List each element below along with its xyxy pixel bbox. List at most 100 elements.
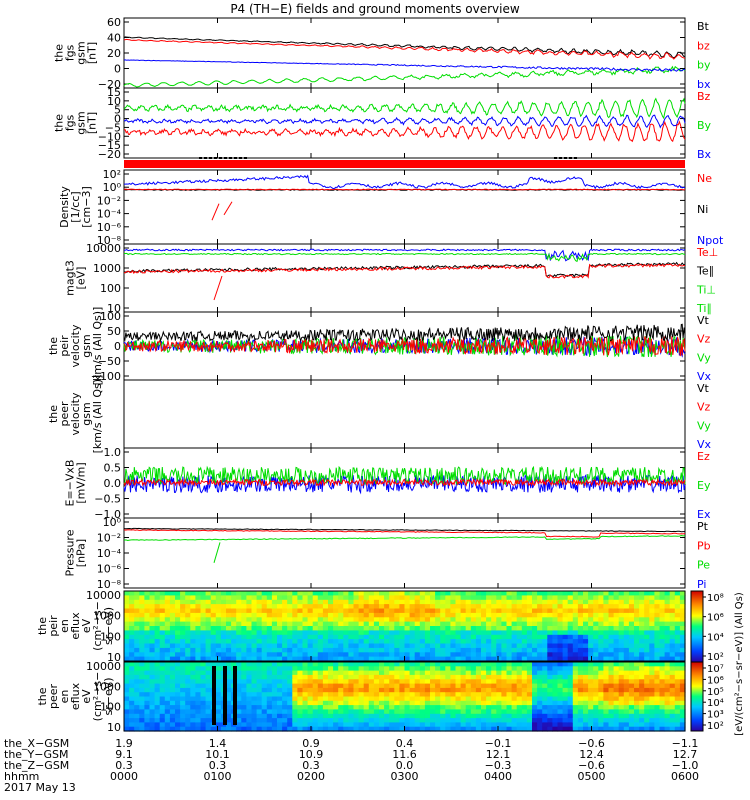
- p10-cell: [312, 652, 319, 658]
- p11-cell: [317, 713, 324, 719]
- p11-cell: [521, 709, 528, 715]
- p10-cell: [164, 630, 171, 636]
- p10-cell: [333, 656, 339, 662]
- p11-cell: [394, 705, 400, 710]
- p11-cell: [373, 709, 380, 715]
- p10-cell: [649, 647, 655, 653]
- p11-cell: [190, 722, 196, 728]
- footer-row: the_X−GSM 1.9 1.4 0.9 0.4 −0.1 −0.6 −1.1: [4, 738, 744, 749]
- p11-cell: [129, 722, 135, 728]
- p10-cell: [511, 599, 518, 605]
- p11-cell: [353, 722, 360, 728]
- p10-cell: [654, 591, 661, 596]
- p10-cell: [353, 612, 360, 618]
- p10-cell: [348, 595, 355, 601]
- p10-cell: [440, 647, 446, 653]
- p11-cell: [618, 726, 625, 732]
- p10-cell: [430, 604, 436, 610]
- p10-cell: [532, 643, 538, 649]
- p11-cell: [297, 666, 304, 672]
- p11-cell: [603, 726, 610, 732]
- p11-cell: [149, 666, 156, 672]
- p11-cell: [251, 679, 258, 685]
- p11-cell: [338, 662, 344, 667]
- p11-cell: [593, 722, 599, 728]
- p11-cell: [236, 713, 242, 719]
- p11-cell: [506, 679, 513, 685]
- flag-tick: [199, 157, 202, 159]
- p10-cell: [486, 621, 492, 627]
- p11-cell: [674, 666, 681, 672]
- p10-cell: [200, 656, 207, 662]
- p11-cell: [322, 696, 329, 702]
- p10-cell: [577, 652, 584, 658]
- p8-ytick-label: −1.0: [94, 508, 121, 521]
- p10-cell: [277, 604, 283, 610]
- p11-cell: [205, 670, 212, 676]
- p11-cell: [251, 687, 258, 693]
- p10-cell: [644, 630, 650, 636]
- p10-cell: [215, 621, 222, 627]
- p11-cell: [124, 718, 130, 723]
- p11-ylabel-line: the: [36, 687, 49, 705]
- p11-cell: [190, 700, 196, 706]
- p10-cell: [389, 599, 395, 605]
- p10-cell: [608, 608, 615, 614]
- p11-cell: [475, 662, 482, 667]
- p11-cell: [175, 722, 181, 728]
- p10-cell: [450, 599, 457, 605]
- p11-cell: [159, 718, 166, 723]
- p10-ylabel-line: eV: [80, 618, 93, 633]
- p11-cell: [679, 662, 686, 667]
- p11-cell: [521, 666, 528, 672]
- p11-cell: [246, 692, 253, 698]
- p10-cell: [159, 595, 166, 601]
- p10-cell: [435, 604, 441, 610]
- p10-cell: [246, 608, 253, 614]
- p11-cell: [358, 726, 365, 732]
- p11-cell: [639, 700, 645, 706]
- p11-cell: [567, 666, 574, 672]
- p11-cell: [679, 692, 686, 698]
- p10-cell: [149, 647, 156, 653]
- p10-cell: [450, 608, 457, 614]
- p10-cell: [129, 634, 135, 640]
- p11-cell: [384, 700, 390, 706]
- p11-cell: [159, 662, 166, 667]
- p10-cell: [154, 630, 161, 636]
- p10-cell: [261, 647, 268, 653]
- p11-cell: [277, 700, 283, 706]
- p10-cell: [180, 608, 186, 614]
- p10-cell: [572, 656, 579, 662]
- p10-cell: [639, 604, 645, 610]
- p11-cell: [266, 674, 273, 680]
- p11-cell: [302, 718, 309, 723]
- p10-cell: [287, 591, 293, 596]
- p11-cell: [164, 679, 171, 685]
- p10-cell: [532, 621, 538, 627]
- p11-cell: [236, 709, 242, 715]
- p11-cell: [185, 726, 191, 732]
- p11-cell: [552, 670, 559, 676]
- p10-cell: [384, 612, 390, 618]
- p11-cell: [409, 722, 416, 728]
- p4-ytick-label: 10⁻⁶: [97, 221, 122, 234]
- p11-cell: [475, 683, 482, 689]
- p11-cell: [588, 713, 594, 719]
- p5-ytick-label: 10000: [86, 242, 121, 255]
- p11-cell: [154, 687, 161, 693]
- p11-cell: [409, 700, 416, 706]
- p11-cell: [282, 674, 288, 680]
- p10-cell: [129, 647, 135, 653]
- p10-cell: [424, 612, 431, 618]
- p11-cell: [414, 713, 421, 719]
- p10-cell: [511, 643, 518, 649]
- p10-cell: [353, 634, 360, 640]
- p11-cell: [501, 674, 508, 680]
- p11-cell: [603, 662, 610, 667]
- p11-cell: [139, 679, 145, 685]
- p10-cell: [358, 591, 365, 596]
- p11-cell: [399, 705, 406, 710]
- p11-cell: [491, 700, 497, 706]
- p10-cell: [496, 652, 502, 658]
